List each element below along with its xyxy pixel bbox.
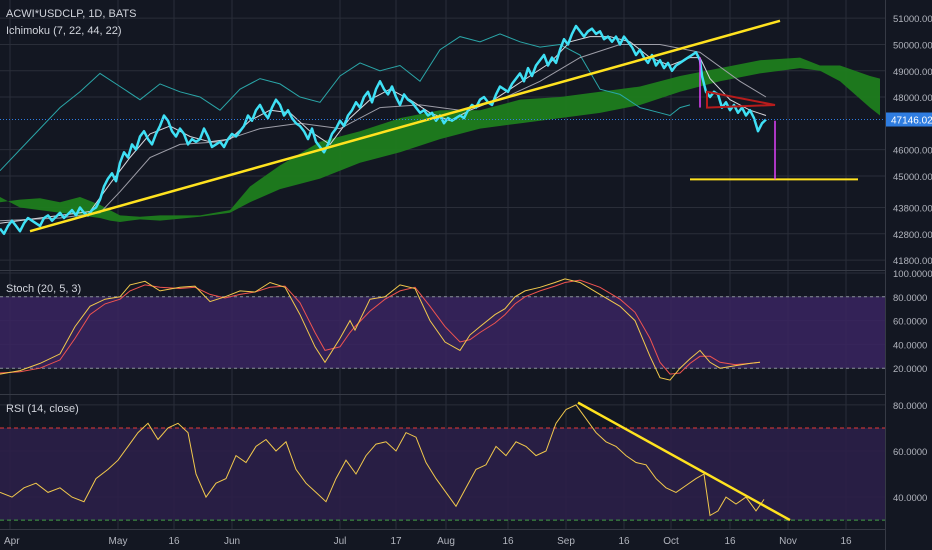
stoch-band-fill bbox=[0, 296, 885, 369]
price-tick-label: 45000.00 bbox=[893, 172, 932, 183]
stoch-series-group bbox=[0, 278, 885, 381]
last-price-value: 47146.02 bbox=[891, 116, 932, 127]
kijun-sen-line bbox=[0, 44, 767, 222]
time-tick-label: Oct bbox=[663, 536, 679, 547]
rsi-pane[interactable] bbox=[0, 401, 885, 522]
triangle-pattern bbox=[706, 90, 776, 109]
price-axis[interactable]: 51000.00 50000.00 49000.00 48000.00 46000.00… bbox=[893, 14, 932, 267]
kumo-segment-bullish bbox=[250, 165, 280, 203]
time-tick-label: May bbox=[109, 536, 128, 547]
rsi-trend-line bbox=[577, 401, 791, 522]
stoch-tick-label: 40.0000 bbox=[893, 340, 927, 351]
stoch-tick-label: 60.0000 bbox=[893, 317, 927, 328]
kumo-segment-bullish bbox=[600, 86, 640, 113]
kumo-segment-bullish bbox=[870, 76, 880, 116]
kumo-segment-bullish bbox=[760, 57, 800, 74]
time-tick-label: Nov bbox=[779, 536, 797, 547]
kumo-segment-bullish bbox=[640, 76, 680, 105]
stoch-pane[interactable] bbox=[0, 278, 885, 381]
price-tick-label: 42800.00 bbox=[893, 230, 932, 241]
rsi-line bbox=[0, 404, 765, 517]
time-tick-label: 16 bbox=[618, 536, 630, 547]
time-tick-label: Apr bbox=[4, 536, 20, 547]
kumo-segment-bullish bbox=[800, 57, 820, 71]
kumo-segment-bullish bbox=[320, 131, 360, 179]
rsi-tick-label: 60.0000 bbox=[893, 447, 927, 458]
kumo-segment-bullish bbox=[720, 60, 760, 82]
kumo-segment-bullish bbox=[820, 65, 840, 82]
kumo-segment-bullish bbox=[20, 198, 40, 211]
rsi-band-fill bbox=[0, 427, 885, 521]
stoch-tick-label: 20.0000 bbox=[893, 364, 927, 375]
time-tick-label: Aug bbox=[437, 536, 455, 547]
stoch-d-line bbox=[0, 279, 761, 375]
kumo-segment-bullish bbox=[40, 198, 60, 213]
rsi-tick-label: 40.0000 bbox=[893, 493, 927, 504]
stoch-tick-label: 80.0000 bbox=[893, 293, 927, 304]
time-tick-label: Sep bbox=[557, 536, 575, 547]
price-tick-label: 46000.00 bbox=[893, 146, 932, 157]
kumo-segment-bullish bbox=[230, 186, 250, 213]
price-series-group bbox=[0, 24, 767, 236]
kumo-segment-bullish bbox=[440, 110, 480, 140]
ichimoku-legend[interactable]: Ichimoku (7, 22, 44, 22) bbox=[6, 25, 122, 37]
rsi-axis[interactable]: 80.0000 60.0000 40.0000 bbox=[893, 401, 927, 504]
kumo-segment-bullish bbox=[200, 210, 230, 217]
kumo-segment-bullish bbox=[120, 215, 140, 222]
time-axis[interactable]: Apr May 16 Jun Jul 17 Aug 16 Sep 16 Oct 16 Nov 16 bbox=[4, 536, 852, 547]
price-pane[interactable] bbox=[0, 19, 885, 236]
time-tick-label: 16 bbox=[502, 536, 514, 547]
kumo-segment-bullish bbox=[110, 210, 120, 222]
kumo-segment-bullish bbox=[0, 196, 20, 208]
drawing-annotations bbox=[29, 19, 858, 233]
kumo-segment-bullish bbox=[160, 215, 200, 221]
stoch-axis[interactable]: 100.0000 80.0000 60.0000 40.0000 20.0000 bbox=[893, 269, 932, 375]
kumo-segment-bullish bbox=[140, 215, 160, 221]
symbol-title[interactable]: ACWI*USDCLP, 1D, BATS bbox=[6, 8, 136, 20]
time-tick-label: 17 bbox=[390, 536, 402, 547]
price-tick-label: 48000.00 bbox=[893, 93, 932, 104]
time-tick-label: Jun bbox=[224, 536, 240, 547]
stoch-legend[interactable]: Stoch (20, 5, 3) bbox=[6, 283, 81, 295]
price-line bbox=[0, 24, 767, 236]
kumo-segment-bullish bbox=[840, 65, 870, 108]
rsi-tick-label: 80.0000 bbox=[893, 401, 927, 412]
time-tick-label: 16 bbox=[840, 536, 852, 547]
price-tick-label: 41800.00 bbox=[893, 256, 932, 267]
kumo-segment-bullish bbox=[480, 99, 520, 129]
last-price-badge-bg bbox=[886, 112, 932, 127]
stoch-tick-label: 100.0000 bbox=[893, 269, 932, 280]
price-trend-line bbox=[29, 19, 781, 233]
time-tick-label: Jul bbox=[334, 536, 347, 547]
kumo-segment-bullish bbox=[60, 196, 80, 216]
kumo-segment-bullish bbox=[560, 91, 600, 119]
rsi-series-group bbox=[0, 401, 885, 522]
time-tick-label: 16 bbox=[168, 536, 180, 547]
ichimoku-cloud bbox=[0, 57, 880, 222]
time-tick-label: 16 bbox=[724, 536, 736, 547]
price-tick-label: 51000.00 bbox=[893, 14, 932, 25]
last-price-badge: 47146.02 bbox=[886, 112, 932, 127]
stoch-k-line bbox=[0, 278, 761, 381]
price-tick-label: 43800.00 bbox=[893, 204, 932, 215]
chikou-span-line bbox=[0, 33, 691, 172]
price-tick-label: 49000.00 bbox=[893, 67, 932, 78]
kumo-segment-bullish bbox=[400, 110, 440, 153]
rsi-legend[interactable]: RSI (14, close) bbox=[6, 403, 79, 415]
kumo-segment-bullish bbox=[520, 97, 560, 124]
price-tick-label: 50000.00 bbox=[893, 40, 932, 51]
